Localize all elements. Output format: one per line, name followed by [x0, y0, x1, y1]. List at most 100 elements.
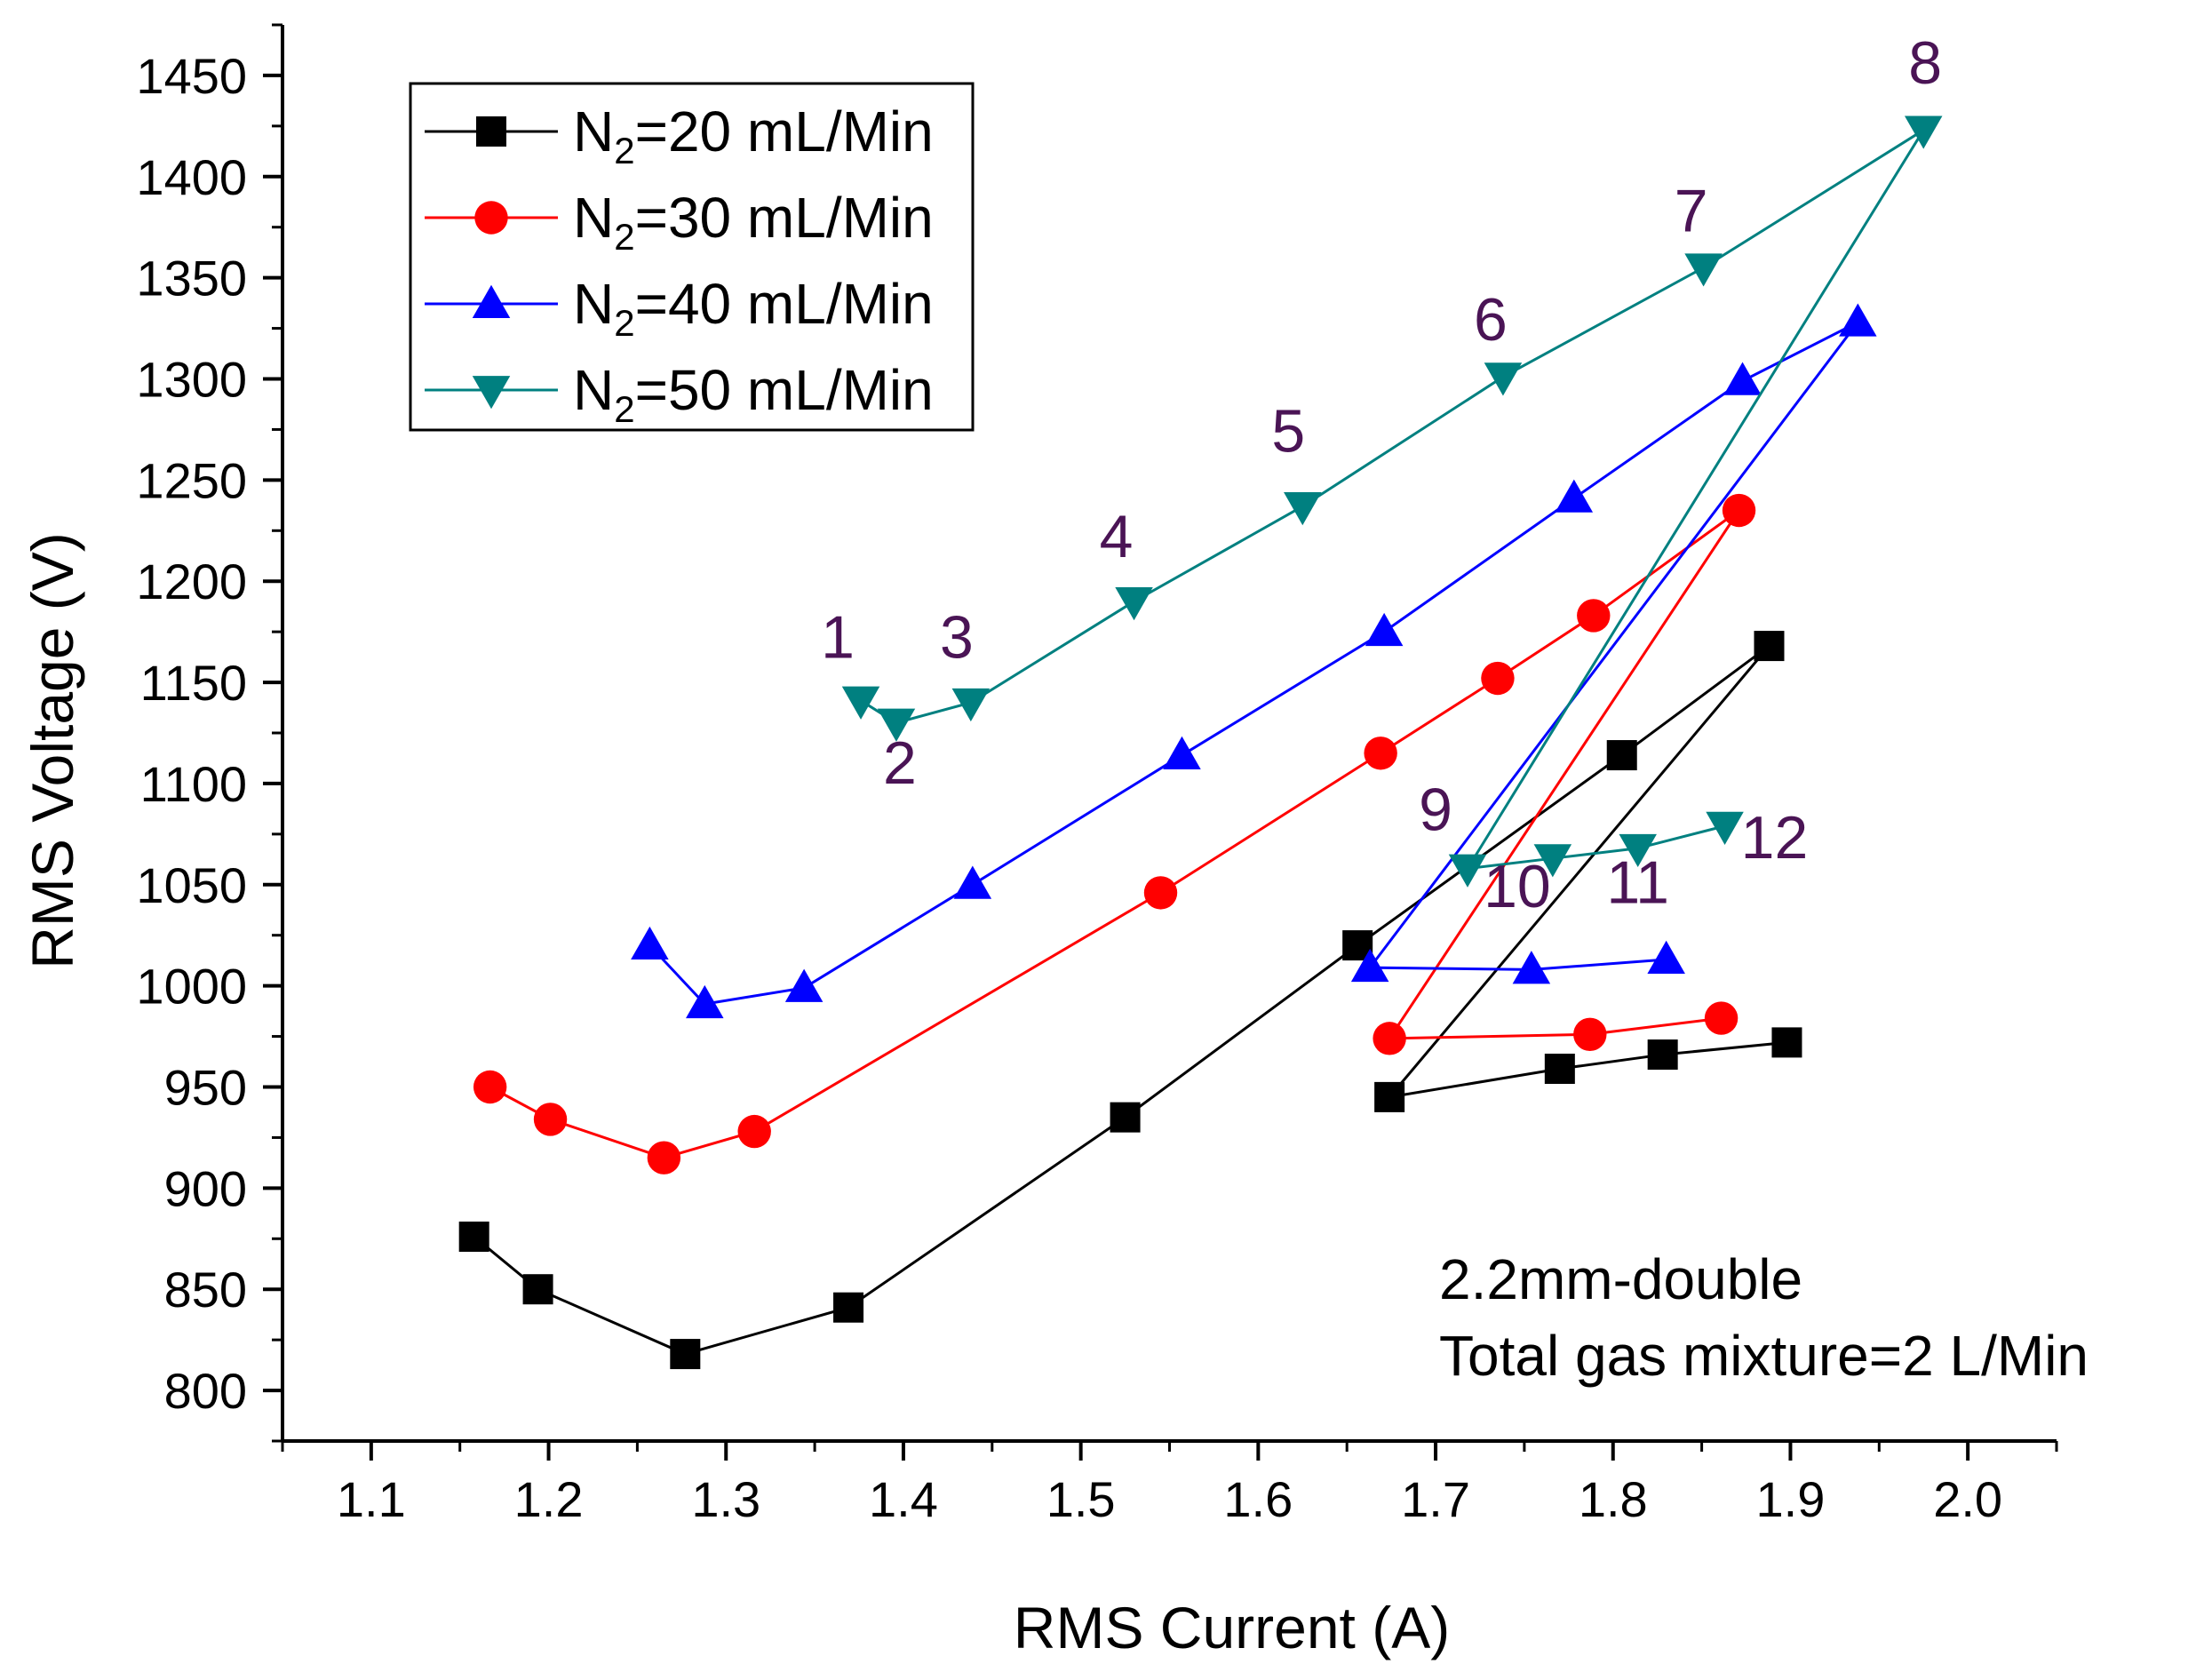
data-point [953, 865, 992, 899]
data-point [1448, 854, 1487, 888]
series-2 [473, 493, 1756, 1174]
data-point [951, 688, 991, 722]
series-4 [841, 115, 1943, 888]
data-point [1723, 362, 1762, 395]
y-tick-label: 1450 [136, 48, 247, 104]
y-tick-label: 1200 [136, 553, 247, 609]
data-point [877, 708, 916, 742]
y-tick-label: 950 [164, 1060, 247, 1116]
data-point [1373, 1022, 1406, 1055]
x-tick-label: 1.7 [1401, 1471, 1470, 1527]
series-layer [458, 115, 1943, 1370]
x-tick-label: 1.9 [1756, 1471, 1826, 1527]
data-point [1533, 844, 1572, 878]
point-label: 10 [1484, 853, 1551, 920]
data-point [522, 1274, 553, 1305]
data-point [1143, 876, 1178, 910]
legend-label: N2=40 mL/Min [573, 272, 934, 344]
data-point [686, 984, 724, 1019]
annotation-line-2: Total gas mixture=2 L/Min [1439, 1324, 2089, 1388]
x-tick-label: 1.5 [1046, 1471, 1116, 1527]
y-tick-label: 1050 [136, 857, 247, 913]
y-tick-label: 1400 [136, 149, 247, 205]
legend-marker [476, 116, 506, 147]
annotation-line-1: 2.2mm-double [1439, 1247, 1802, 1311]
y-tick-label: 1300 [136, 352, 247, 408]
data-point [737, 1114, 771, 1149]
data-point [1684, 253, 1723, 287]
data-point [1284, 492, 1322, 526]
data-point [1904, 115, 1943, 149]
legend-marker [472, 284, 511, 318]
legend-item-3: N2=40 mL/Min [425, 272, 934, 344]
data-point [1619, 833, 1657, 868]
data-point [1512, 951, 1551, 984]
point-label: 2 [883, 729, 917, 797]
legend-marker [474, 201, 508, 235]
legend-item-4: N2=50 mL/Min [425, 358, 934, 430]
data-point [631, 926, 669, 960]
point-label: 1 [821, 604, 855, 672]
legend-marker [472, 376, 511, 410]
x-tick-label: 1.8 [1579, 1471, 1648, 1527]
series-3 [631, 303, 1877, 1019]
data-point [1722, 493, 1756, 528]
legend-label: N2=50 mL/Min [573, 358, 934, 430]
data-point [841, 686, 880, 720]
y-tick-label: 1350 [136, 251, 247, 307]
data-point [1544, 1054, 1575, 1085]
y-tick-label: 800 [164, 1363, 247, 1419]
point-label: 5 [1271, 397, 1305, 465]
data-point [784, 968, 824, 1002]
data-point [1110, 1102, 1141, 1133]
data-point [1364, 736, 1397, 770]
legend: N2=20 mL/Min N2=30 mL/Min N2=40 mL/Min N2=5… [409, 82, 975, 432]
series-line [473, 644, 1787, 1356]
data-point [1374, 1081, 1405, 1112]
point-label: 6 [1474, 286, 1508, 354]
data-point [1754, 631, 1785, 662]
data-point [1573, 1017, 1607, 1051]
legend-item-1: N2=20 mL/Min [425, 100, 934, 171]
data-point [1115, 587, 1153, 621]
y-axis-title: RMS Voltage (V) [20, 532, 85, 969]
point-label: 9 [1419, 776, 1452, 843]
data-point [1365, 612, 1404, 647]
y-tick-label: 1150 [140, 655, 247, 711]
x-tick-label: 2.0 [1933, 1471, 2002, 1527]
y-tick-label: 1250 [136, 452, 247, 508]
data-point [1555, 479, 1594, 513]
point-label: 12 [1741, 804, 1809, 872]
data-point [533, 1103, 568, 1136]
data-point [670, 1339, 701, 1370]
data-point [473, 1070, 507, 1104]
data-point [1606, 740, 1637, 771]
data-point [1647, 940, 1685, 974]
data-point [1484, 362, 1523, 396]
x-axis-title: RMS Current (A) [1014, 1595, 1450, 1660]
data-point [1350, 948, 1389, 983]
series-1 [458, 631, 1802, 1370]
point-label: 4 [1100, 503, 1134, 570]
x-tick-label: 1.4 [869, 1471, 938, 1527]
data-point [1771, 1027, 1802, 1058]
legend-label: N2=30 mL/Min [573, 186, 934, 258]
data-point [1577, 599, 1611, 633]
point-label: 8 [1908, 29, 1942, 97]
point-label: 11 [1606, 848, 1669, 916]
x-tick-label: 1.3 [691, 1471, 760, 1527]
point-label: 7 [1675, 177, 1708, 244]
series-line [648, 321, 1859, 1006]
x-tick-label: 1.6 [1223, 1471, 1293, 1527]
data-point [458, 1222, 489, 1253]
y-tick-label: 850 [164, 1262, 247, 1318]
series-line [489, 509, 1740, 1159]
legend-label: N2=20 mL/Min [573, 100, 934, 171]
y-tick-label: 900 [164, 1160, 247, 1216]
point-label: 3 [940, 604, 974, 672]
annotation: 2.2mm-double Total gas mixture=2 L/Min [1439, 1247, 2089, 1388]
data-point [1706, 811, 1744, 845]
x-tick-label: 1.2 [514, 1471, 584, 1527]
